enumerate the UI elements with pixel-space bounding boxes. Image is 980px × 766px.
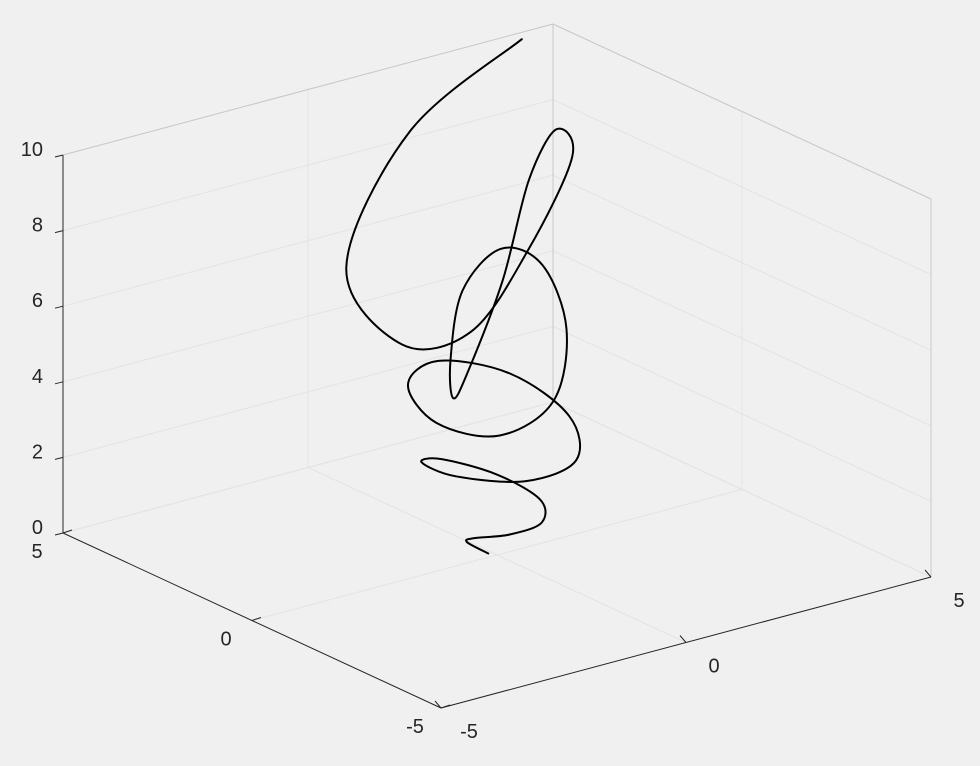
y-tick-mark [62, 529, 73, 534]
z-tick-mark [54, 230, 64, 234]
backwall-gridline-z [62, 325, 554, 458]
series-layer [345, 38, 582, 555]
backwall-gridline-z [62, 99, 554, 232]
x-tick-mark [434, 700, 442, 709]
grid-layer [62, 23, 932, 709]
z-tick-label: 0 [32, 517, 43, 539]
y-tick-label: 0 [220, 629, 231, 651]
x-tick-label: 0 [708, 656, 719, 678]
z-tick-mark [54, 305, 64, 309]
axes-layer [54, 23, 932, 709]
sidewall-gridline-z [552, 401, 932, 578]
box-edge-top-back [62, 23, 554, 156]
z-tick-label: 10 [21, 139, 43, 161]
backwall-gridline-z [62, 250, 554, 383]
y-tick-mark [440, 704, 451, 709]
y-tick-label: 5 [31, 541, 42, 563]
x-tick-label: -5 [460, 721, 478, 743]
sidewall-gridline-z [552, 250, 932, 427]
floor-gridline-y [251, 489, 743, 621]
sidewall-gridline-z [552, 174, 932, 351]
sidewall-gridline-z [552, 325, 932, 502]
y-tick-mark [251, 617, 262, 621]
z-tick-mark [54, 456, 64, 460]
helix-series-line [345, 38, 582, 555]
z-tick-label: 4 [32, 366, 43, 388]
x-tick-mark [679, 635, 687, 643]
x-tick-label: 5 [953, 590, 964, 612]
backwall-gridline-z [62, 401, 554, 534]
z-tick-mark [54, 532, 64, 536]
z-tick-mark [54, 154, 64, 158]
y-tick-label: -5 [406, 716, 424, 738]
sidewall-gridline-z [552, 99, 932, 276]
z-tick-label: 6 [32, 290, 43, 312]
x-tick-mark [924, 569, 932, 578]
z-tick-mark [54, 381, 64, 385]
backwall-gridline-z [62, 174, 554, 307]
box-edge-top-right [552, 23, 932, 200]
z-tick-label: 8 [32, 215, 43, 237]
z-tick-label: 2 [32, 441, 43, 463]
